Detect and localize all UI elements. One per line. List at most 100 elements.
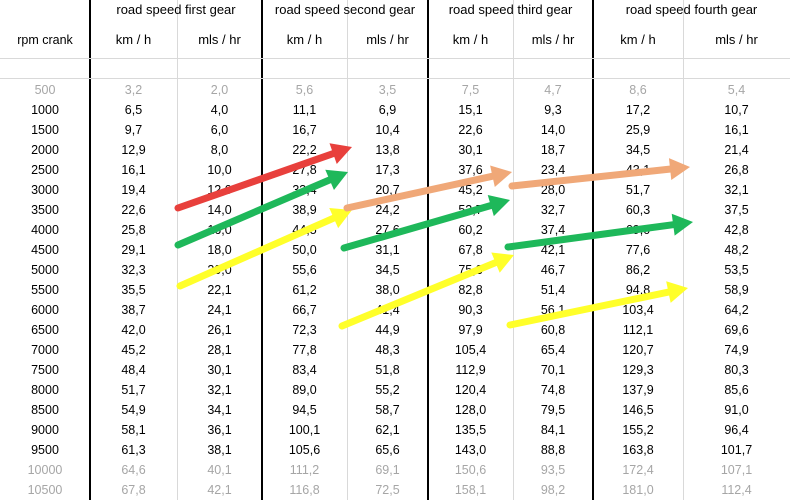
speed-cell[interactable]: 6,9 [378,103,397,117]
speed-cell[interactable]: 23,4 [540,163,566,177]
speed-cell[interactable]: 69,0 [625,223,651,237]
speed-cell[interactable]: 8,0 [210,143,229,157]
speed-cell[interactable]: 60,8 [540,323,566,337]
speed-cell[interactable]: 97,9 [458,323,483,337]
speed-cell[interactable]: 72,3 [292,323,317,337]
speed-cell[interactable]: 98,2 [540,483,566,497]
rpm-cell[interactable]: 3000 [31,183,59,197]
speed-cell[interactable]: 42,8 [724,223,749,237]
speed-cell[interactable]: 55,6 [292,263,317,277]
speed-cell[interactable]: 48,4 [121,363,146,377]
rpm-cell[interactable]: 500 [34,83,56,97]
speed-cell[interactable]: 70,1 [540,363,566,377]
speed-cell[interactable]: 83,4 [292,363,317,377]
speed-cell[interactable]: 120,4 [454,383,487,397]
rpm-cell[interactable]: 9500 [31,443,59,457]
speed-cell[interactable]: 58,9 [724,283,749,297]
speed-cell[interactable]: 12,9 [121,143,146,157]
speed-cell[interactable]: 14,0 [540,123,566,137]
speed-cell[interactable]: 91,0 [724,403,749,417]
speed-cell[interactable]: 11,1 [292,103,317,117]
speed-cell[interactable]: 9,7 [124,123,143,137]
speed-cell[interactable]: 44,5 [292,223,317,237]
speed-cell[interactable]: 9,3 [544,103,562,117]
rpm-cell[interactable]: 5500 [31,283,59,297]
speed-cell[interactable]: 107,1 [720,463,753,477]
speed-cell[interactable]: 32,7 [540,203,566,217]
speed-cell[interactable]: 30,1 [207,363,232,377]
speed-cell[interactable]: 24,2 [375,203,400,217]
speed-cell[interactable]: 17,2 [625,103,651,117]
speed-cell[interactable]: 103,4 [622,303,654,317]
speed-cell[interactable]: 5,4 [727,83,746,97]
speed-cell[interactable]: 16,7 [292,123,317,137]
speed-cell[interactable]: 24,1 [207,303,232,317]
speed-cell[interactable]: 50,0 [292,243,317,257]
speed-cell[interactable]: 146,5 [622,403,654,417]
speed-cell[interactable]: 14,0 [207,203,232,217]
speed-cell[interactable]: 163,8 [622,443,654,457]
speed-cell[interactable]: 82,8 [458,283,483,297]
speed-cell[interactable]: 10,4 [375,123,400,137]
speed-cell[interactable]: 32,1 [207,383,232,397]
rpm-cell[interactable]: 3500 [31,203,59,217]
speed-cell[interactable]: 75,3 [458,263,483,277]
speed-cell[interactable]: 28,0 [540,183,566,197]
speed-cell[interactable]: 89,0 [292,383,317,397]
speed-cell[interactable]: 77,6 [625,243,651,257]
speed-cell[interactable]: 32,1 [724,183,749,197]
speed-cell[interactable]: 18,0 [207,243,232,257]
speed-cell[interactable]: 86,2 [625,263,651,277]
speed-cell[interactable]: 85,6 [724,383,749,397]
speed-cell[interactable]: 60,2 [458,223,483,237]
speed-cell[interactable]: 51,4 [540,283,566,297]
speed-cell[interactable]: 111,2 [289,463,320,477]
speed-cell[interactable]: 60,3 [625,203,651,217]
speed-cell[interactable]: 65,4 [540,343,566,357]
speed-cell[interactable]: 69,1 [375,463,400,477]
speed-cell[interactable]: 112,4 [721,483,752,497]
speed-cell[interactable]: 18,7 [540,143,566,157]
speed-cell[interactable]: 7,5 [461,83,480,97]
speed-cell[interactable]: 65,6 [375,443,400,457]
speed-cell[interactable]: 22,6 [121,203,146,217]
speed-cell[interactable]: 120,7 [622,343,654,357]
speed-cell[interactable]: 155,2 [622,423,654,437]
speed-cell[interactable]: 5,6 [295,83,314,97]
speed-cell[interactable]: 101,7 [720,443,753,457]
speed-cell[interactable]: 135,5 [454,423,487,437]
speed-cell[interactable]: 22,2 [292,143,317,157]
speed-cell[interactable]: 2,0 [210,83,229,97]
rpm-cell[interactable]: 2500 [31,163,59,177]
speed-cell[interactable]: 33,4 [292,183,317,197]
speed-cell[interactable]: 31,1 [375,243,400,257]
speed-cell[interactable]: 27,8 [292,163,317,177]
speed-cell[interactable]: 25,9 [625,123,651,137]
speed-cell[interactable]: 48,3 [375,343,400,357]
speed-cell[interactable]: 21,4 [724,143,749,157]
rpm-cell[interactable]: 4000 [31,223,59,237]
speed-cell[interactable]: 80,3 [724,363,749,377]
rpm-cell[interactable]: 9000 [31,423,59,437]
speed-cell[interactable]: 181,0 [622,483,654,497]
speed-cell[interactable]: 105,4 [454,343,487,357]
rpm-cell[interactable]: 8500 [31,403,59,417]
speed-cell[interactable]: 38,9 [292,203,317,217]
speed-cell[interactable]: 61,3 [121,443,146,457]
speed-cell[interactable]: 12,0 [207,183,232,197]
speed-cell[interactable]: 54,9 [121,403,146,417]
speed-cell[interactable]: 62,1 [375,423,400,437]
speed-cell[interactable]: 4,0 [210,103,229,117]
speed-cell[interactable]: 66,7 [292,303,317,317]
speed-cell[interactable]: 22,1 [207,283,232,297]
speed-cell[interactable]: 32,3 [121,263,146,277]
speed-cell[interactable]: 67,8 [121,483,146,497]
speed-cell[interactable]: 44,9 [375,323,400,337]
speed-cell[interactable]: 19,4 [121,183,146,197]
speed-cell[interactable]: 90,3 [458,303,483,317]
rpm-cell[interactable]: 2000 [31,143,59,157]
speed-cell[interactable]: 88,8 [540,443,566,457]
speed-cell[interactable]: 29,1 [121,243,146,257]
speed-cell[interactable]: 67,8 [458,243,483,257]
rpm-cell[interactable]: 4500 [31,243,59,257]
